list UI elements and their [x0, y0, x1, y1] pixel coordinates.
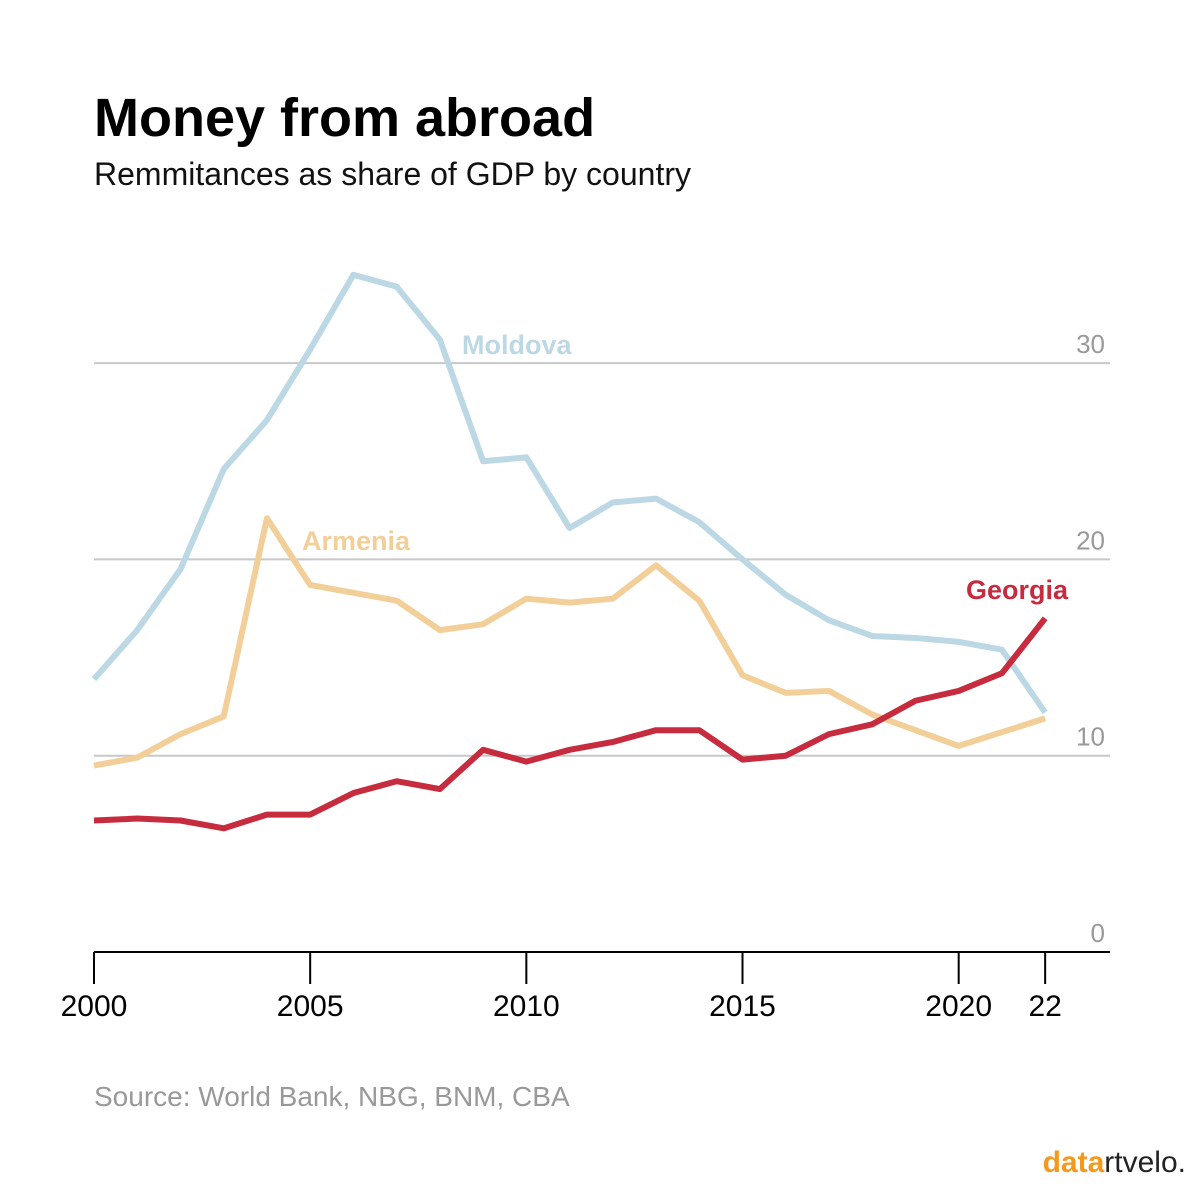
x-tick-label: 2005 — [277, 990, 344, 1023]
y-tick-label: 10 — [1076, 722, 1105, 752]
brand-part: rtvelo. — [1104, 1146, 1186, 1179]
chart-title: Money from abroad — [94, 88, 595, 148]
series-label: Armenia — [302, 526, 411, 556]
y-tick-label: 0 — [1091, 918, 1105, 948]
x-tick-label: 2020 — [925, 990, 992, 1023]
series-label: Georgia — [966, 575, 1069, 605]
chart-subtitle: Remmitances as share of GDP by country — [94, 156, 691, 192]
x-tick-label: 2015 — [709, 990, 776, 1023]
series-line — [93, 616, 1048, 832]
x-tick-label: 2010 — [493, 990, 560, 1023]
series-label: Moldova — [462, 330, 572, 360]
source: Source: World Bank, NBG, BNM, CBA — [94, 1081, 570, 1112]
brand: datartvelo. — [1043, 1146, 1186, 1179]
y-tick-label: 30 — [1076, 329, 1105, 359]
x-tick-label: 22 — [1028, 990, 1061, 1023]
brand-part: data — [1043, 1146, 1105, 1179]
series-line — [93, 515, 1047, 769]
x-tick-label: 2000 — [61, 990, 128, 1023]
series-line — [91, 271, 1048, 715]
y-tick-label: 20 — [1076, 525, 1105, 555]
